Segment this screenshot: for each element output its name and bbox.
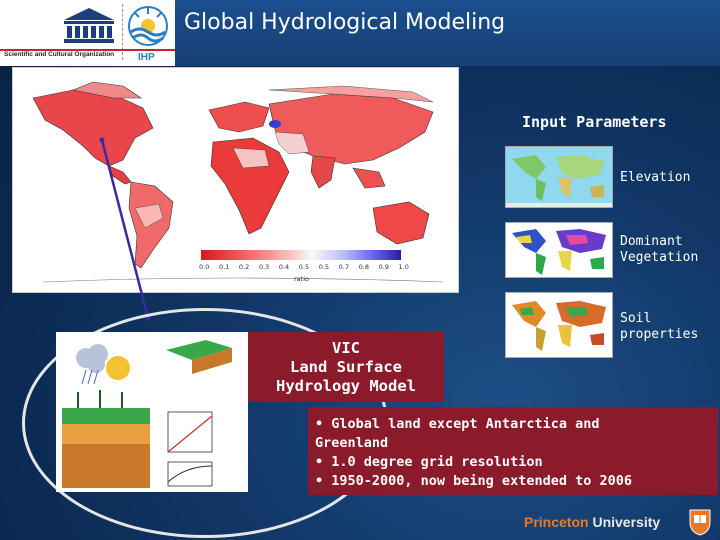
bullet-line: • 1950-2000, now being extended to 2006 [315,473,632,489]
colorbar-tick: 0.1 [218,263,230,271]
colorbar-tick: 0.2 [238,263,250,271]
vegetation-label: Dominant Vegetation [620,234,698,266]
elevation-thumbnail [505,146,613,208]
colorbar-tick: 0.5 [298,263,310,271]
org-text: Scientific and Cultural Organization [4,51,115,58]
vegetation-thumbnail [505,222,613,278]
elevation-label-line: Elevation [620,170,691,185]
soil-label: Soil properties [620,311,698,343]
bullet-line: Greenland [315,435,389,451]
logo-area: Scientific and Cultural Organization IHP [0,0,175,66]
input-parameters-title: Input Parameters [522,113,667,131]
bullet-line: • 1.0 degree grid resolution [315,454,543,470]
header-red-line [0,49,175,51]
world-ratio-map: 0.0 0.1 0.2 0.3 0.4 0.5 0.5 0.7 0.8 0.9 … [12,67,459,293]
ihp-text: IHP [138,52,155,63]
colorbar-label: ratio [294,275,309,283]
university-text: University [592,514,661,530]
princeton-text: Princeton [524,514,589,530]
vegetation-label-line: Dominant [620,234,683,249]
princeton-wordmark: Princeton University [524,514,660,530]
elevation-label: Elevation [620,170,690,186]
vic-title-line: Land Surface [290,357,402,376]
vic-title-line: VIC [332,338,360,357]
elevation-map-icon [506,147,612,207]
colorbar-tick: 0.0 [199,263,210,271]
logo-divider [122,4,123,60]
princeton-shield-icon [689,509,711,536]
soil-label-line: properties [620,327,699,342]
vegetation-label-line: Vegetation [620,250,699,265]
soil-label-line: Soil [620,311,652,326]
vic-title-line: Hydrology Model [276,376,416,395]
colorbar-tick: 1.0 [398,263,409,271]
vegetation-map-icon [506,223,612,277]
bullet-line: • Global land except Antarctica and [315,416,600,432]
colorbar-ticks: 0.0 0.1 0.2 0.3 0.4 0.5 0.5 0.7 0.8 0.9 … [199,263,409,271]
colorbar-tick: 0.3 [258,263,270,271]
details-box: • Global land except Antarctica and Gree… [308,407,718,495]
unesco-logo-icon [64,8,114,43]
header: Scientific and Cultural Organization IHP… [0,0,720,66]
vic-schematic-graphic [56,332,248,492]
colorbar-tick: 0.7 [338,263,350,271]
vic-model-diagram [56,332,248,492]
vic-model-box: VIC Land Surface Hydrology Model [248,332,444,402]
colorbar [201,250,401,260]
soil-thumbnail [505,292,613,358]
colorbar-tick: 0.5 [318,263,330,271]
ihp-logo-icon [128,6,168,46]
colorbar-tick: 0.4 [278,263,290,271]
colorbar-tick: 0.9 [378,263,389,271]
title-bar [175,0,720,66]
colorbar-tick: 0.8 [358,263,369,271]
soil-map-icon [506,293,612,357]
page-title: Global Hydrological Modeling [184,10,506,35]
